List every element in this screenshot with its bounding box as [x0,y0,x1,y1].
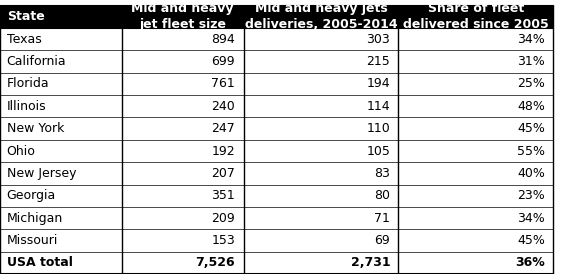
Text: Ohio: Ohio [7,144,36,158]
FancyBboxPatch shape [121,229,244,252]
Text: 209: 209 [211,212,235,225]
FancyBboxPatch shape [121,73,244,95]
Text: 192: 192 [211,144,235,158]
Text: 55%: 55% [517,144,545,158]
FancyBboxPatch shape [121,95,244,118]
FancyBboxPatch shape [398,73,554,95]
FancyBboxPatch shape [121,207,244,229]
FancyBboxPatch shape [121,140,244,162]
Text: Share of fleet
delivered since 2005: Share of fleet delivered since 2005 [403,2,549,32]
Text: 105: 105 [366,144,390,158]
FancyBboxPatch shape [0,207,121,229]
FancyBboxPatch shape [398,207,554,229]
FancyBboxPatch shape [0,229,121,252]
Text: 34%: 34% [518,212,545,225]
FancyBboxPatch shape [0,162,121,185]
FancyBboxPatch shape [0,95,121,118]
Text: 699: 699 [211,55,235,68]
Text: Mid and heavy jets
deliveries, 2005-2014: Mid and heavy jets deliveries, 2005-2014 [245,2,397,32]
FancyBboxPatch shape [398,95,554,118]
FancyBboxPatch shape [121,118,244,140]
Text: 36%: 36% [515,256,545,269]
FancyBboxPatch shape [398,6,554,28]
FancyBboxPatch shape [0,28,121,50]
Text: Michigan: Michigan [7,212,63,225]
FancyBboxPatch shape [398,252,554,274]
Text: Missouri: Missouri [7,234,58,247]
Text: State: State [7,10,45,23]
Text: 45%: 45% [517,234,545,247]
FancyBboxPatch shape [121,162,244,185]
Text: 40%: 40% [517,167,545,180]
FancyBboxPatch shape [0,252,121,274]
FancyBboxPatch shape [244,252,398,274]
Text: 247: 247 [211,122,235,135]
Text: 114: 114 [367,100,390,113]
Text: 351: 351 [211,189,235,202]
FancyBboxPatch shape [244,73,398,95]
Text: 761: 761 [211,78,235,90]
FancyBboxPatch shape [244,118,398,140]
FancyBboxPatch shape [121,6,244,28]
FancyBboxPatch shape [244,6,398,28]
FancyBboxPatch shape [398,118,554,140]
FancyBboxPatch shape [398,229,554,252]
FancyBboxPatch shape [0,6,121,28]
Text: New York: New York [7,122,64,135]
Text: 34%: 34% [518,33,545,46]
FancyBboxPatch shape [398,162,554,185]
Text: 45%: 45% [517,122,545,135]
Text: 71: 71 [374,212,390,225]
Text: 215: 215 [367,55,390,68]
Text: 69: 69 [375,234,390,247]
FancyBboxPatch shape [398,28,554,50]
Text: 80: 80 [374,189,390,202]
FancyBboxPatch shape [244,207,398,229]
FancyBboxPatch shape [121,252,244,274]
FancyBboxPatch shape [244,95,398,118]
FancyBboxPatch shape [244,140,398,162]
FancyBboxPatch shape [244,185,398,207]
FancyBboxPatch shape [398,140,554,162]
Text: 31%: 31% [518,55,545,68]
Text: Texas: Texas [7,33,41,46]
Text: 2,731: 2,731 [350,256,390,269]
Text: 303: 303 [367,33,390,46]
FancyBboxPatch shape [0,140,121,162]
FancyBboxPatch shape [244,50,398,73]
FancyBboxPatch shape [398,185,554,207]
Text: 153: 153 [211,234,235,247]
Text: 110: 110 [367,122,390,135]
FancyBboxPatch shape [244,28,398,50]
Text: 48%: 48% [517,100,545,113]
FancyBboxPatch shape [0,118,121,140]
FancyBboxPatch shape [121,50,244,73]
Text: Georgia: Georgia [7,189,56,202]
FancyBboxPatch shape [0,185,121,207]
Text: USA total: USA total [7,256,72,269]
Text: 25%: 25% [517,78,545,90]
Text: 894: 894 [211,33,235,46]
Text: 240: 240 [211,100,235,113]
FancyBboxPatch shape [244,162,398,185]
Text: 7,526: 7,526 [195,256,235,269]
FancyBboxPatch shape [121,185,244,207]
FancyBboxPatch shape [0,73,121,95]
Text: 23%: 23% [518,189,545,202]
Text: California: California [7,55,66,68]
Text: New Jersey: New Jersey [7,167,76,180]
FancyBboxPatch shape [121,28,244,50]
Text: 83: 83 [374,167,390,180]
Text: Illinois: Illinois [7,100,46,113]
Text: Mid and heavy
jet fleet size: Mid and heavy jet fleet size [132,2,234,32]
FancyBboxPatch shape [398,50,554,73]
FancyBboxPatch shape [244,229,398,252]
Text: Florida: Florida [7,78,49,90]
Text: 207: 207 [211,167,235,180]
Text: 194: 194 [367,78,390,90]
FancyBboxPatch shape [0,50,121,73]
